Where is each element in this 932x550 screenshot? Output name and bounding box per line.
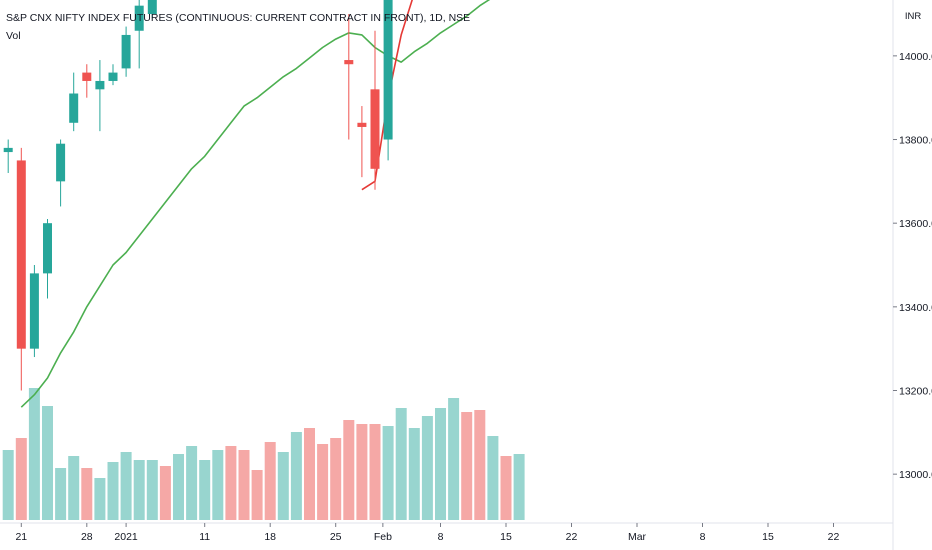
moving-average-line-1 (20, 0, 491, 408)
volume-bar (343, 420, 355, 520)
volume-bar (487, 436, 499, 520)
volume-bar (212, 450, 224, 520)
candle (357, 106, 367, 178)
volume-bar (264, 442, 276, 520)
volume-bar (330, 438, 342, 520)
candle-body (95, 80, 105, 90)
volume-bar (2, 450, 14, 520)
candle-body (43, 223, 52, 274)
time-tick-label: 22 (566, 531, 578, 543)
price-tick-label: 13200.00 (899, 386, 932, 398)
candle (29, 265, 39, 358)
price-tick-label: 13000.00 (899, 469, 932, 481)
candle (344, 14, 354, 140)
volume-bar (408, 428, 420, 520)
candle-body (3, 147, 13, 153)
candle-body (370, 89, 380, 169)
volume-bar (15, 438, 27, 520)
volume-bar (238, 450, 250, 520)
volume-bar (55, 468, 67, 520)
volume-bar (513, 454, 525, 520)
candle-body (121, 34, 131, 69)
volume-bar (421, 416, 433, 520)
volume-bar (225, 446, 237, 520)
volume-bar (304, 428, 315, 520)
price-tick-label: 13600.00 (899, 218, 932, 230)
candle-body (108, 72, 118, 81)
candle-body (69, 93, 79, 123)
candle (370, 30, 380, 190)
volume-bar (382, 426, 394, 520)
volume-bar (173, 454, 184, 520)
time-tick-label: Mar (628, 531, 647, 543)
time-tick-label: 11 (199, 531, 210, 543)
time-tick-label: 21 (15, 531, 27, 543)
volume-indicator-label[interactable]: Vol (6, 30, 21, 42)
volume-bar (81, 468, 93, 520)
volume-bar (120, 452, 132, 520)
volume-bar (68, 456, 80, 520)
candle-body (29, 273, 39, 349)
volume-bar (317, 444, 329, 520)
time-tick-label: 25 (330, 531, 342, 543)
candle-body (82, 72, 92, 81)
time-tick-label: 2021 (114, 531, 138, 543)
volume-bar (28, 388, 40, 520)
volume-bar (186, 446, 198, 520)
volume-bar (133, 460, 145, 520)
price-tick-label: 13800.00 (899, 135, 932, 147)
candle (16, 147, 26, 391)
candle-body (147, 0, 157, 15)
volume-bar (395, 408, 407, 520)
time-tick-label: Feb (374, 531, 392, 543)
time-tick-label: 8 (438, 531, 444, 543)
volume-bar (146, 460, 158, 520)
candle (56, 139, 66, 207)
volume-bar (277, 452, 289, 520)
volume-bar (474, 410, 486, 520)
volume-bar (369, 424, 381, 520)
volume-bar (500, 456, 512, 520)
candle (147, 0, 157, 19)
volume-bar (94, 478, 106, 520)
time-tick-label: 18 (264, 531, 276, 543)
candle (134, 0, 144, 69)
time-tick-label: 8 (700, 531, 706, 543)
volume-bar (356, 424, 368, 520)
volume-bar (435, 408, 446, 520)
time-tick-label: 15 (762, 531, 774, 543)
candle-body (357, 122, 367, 127)
volume-bar (199, 460, 211, 520)
time-tick-label: 22 (828, 531, 840, 543)
candle (3, 139, 13, 173)
candle (108, 64, 118, 86)
volume-bar (42, 406, 53, 520)
candle-body (383, 0, 393, 140)
volume-bar (159, 466, 171, 520)
candle (95, 60, 105, 132)
candle-body (16, 160, 26, 349)
candle (69, 72, 79, 132)
candle (383, 0, 393, 161)
volume-bar (251, 470, 263, 520)
price-tick-label: 14000.00 (899, 51, 932, 63)
candle (43, 218, 52, 299)
volume-bar (448, 398, 460, 520)
time-tick-label: 28 (81, 531, 93, 543)
currency-label: INR (905, 11, 922, 22)
candle (121, 26, 131, 77)
volume-bar (107, 462, 119, 520)
volume-bar (461, 412, 473, 520)
candle (82, 64, 92, 98)
candle-body (344, 60, 354, 65)
chart-title: S&P CNX NIFTY INDEX FUTURES (CONTINUOUS:… (6, 12, 471, 24)
time-tick-label: 15 (500, 531, 512, 543)
price-tick-label: 13400.00 (899, 302, 932, 314)
volume-bar (290, 432, 302, 520)
candle-body (134, 5, 144, 31)
candle-body (56, 143, 66, 182)
